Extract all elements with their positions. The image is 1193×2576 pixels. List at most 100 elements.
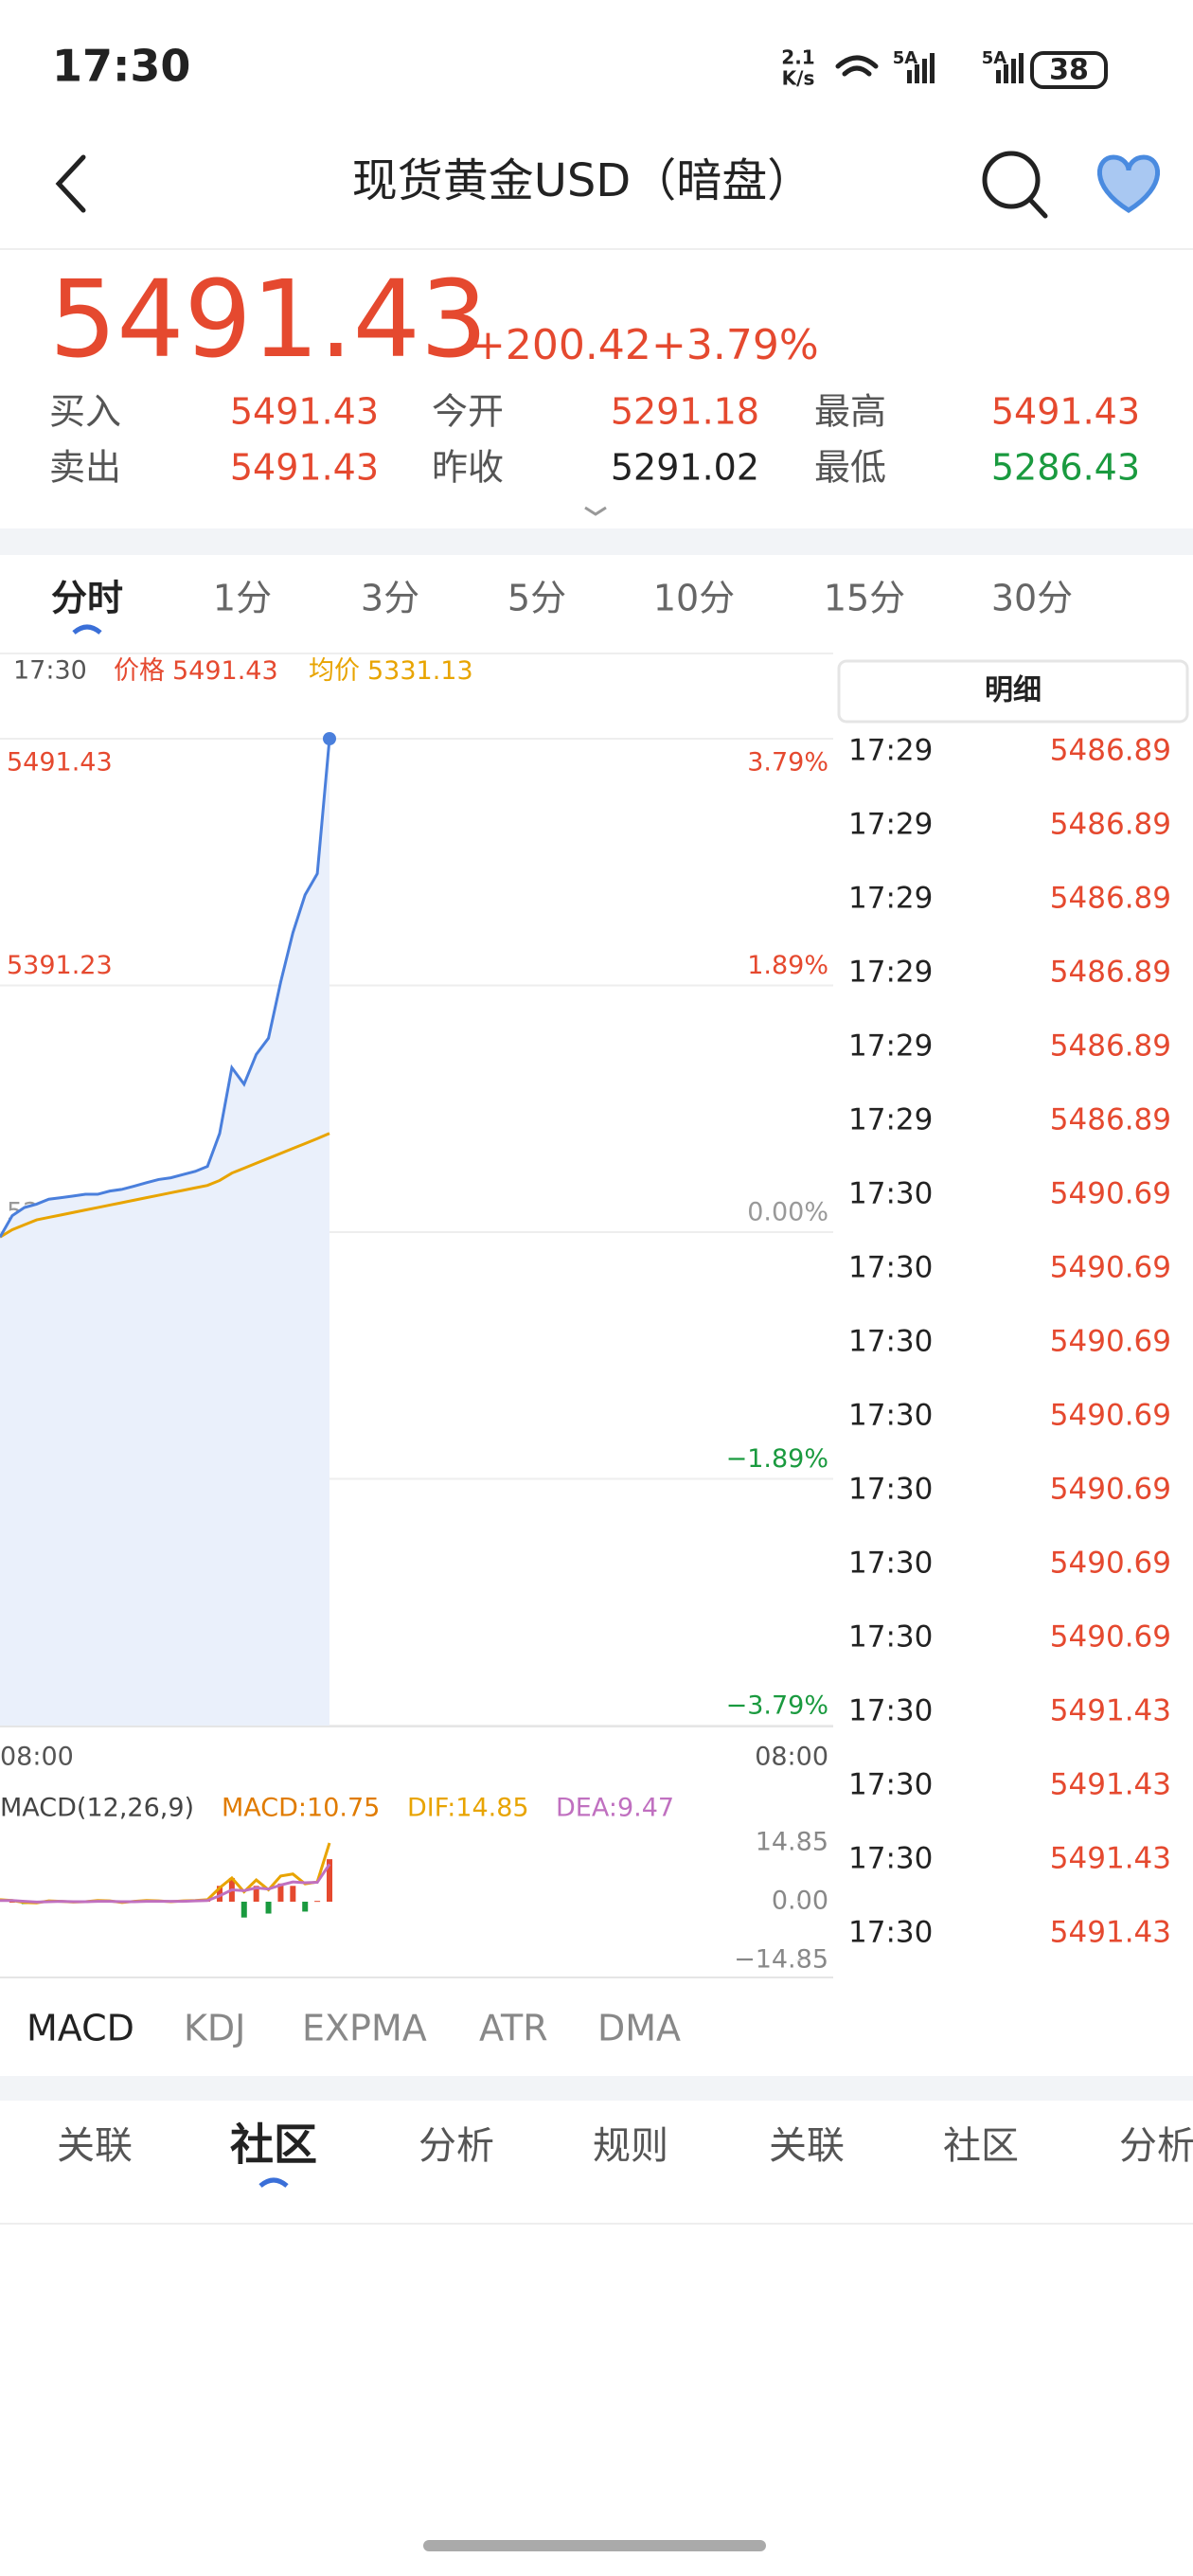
detail-time: 17:30 <box>848 1620 933 1655</box>
price-change: +200.42 <box>471 321 651 369</box>
detail-time: 17:30 <box>848 1842 933 1876</box>
period-tab[interactable]: 10分 <box>653 578 735 619</box>
separator-band <box>0 2076 1193 2101</box>
period-tab[interactable]: 5分 <box>507 578 566 619</box>
quote-label: 今开 <box>432 391 504 433</box>
detail-price: 5491.43 <box>1050 1768 1171 1802</box>
pct-tick-label: −1.89% <box>726 1444 828 1474</box>
detail-price: 5486.89 <box>1050 1103 1171 1137</box>
detail-price: 5486.89 <box>1050 882 1171 916</box>
detail-time: 17:30 <box>848 1251 933 1285</box>
bottom-tab[interactable]: 关联 <box>57 2124 133 2168</box>
detail-price: 5490.69 <box>1050 1399 1171 1433</box>
period-tab[interactable]: 15分 <box>824 578 905 619</box>
value: 5491.43 <box>172 656 278 686</box>
quote-label: 昨收 <box>432 447 504 489</box>
detail-time: 17:29 <box>848 1103 933 1137</box>
detail-price: 5486.89 <box>1050 808 1171 842</box>
detail-price: 5486.89 <box>1050 956 1171 990</box>
expand-chevron[interactable] <box>584 506 607 516</box>
macd-tick-label: 14.85 <box>756 1828 828 1857</box>
macd-bar <box>327 1859 332 1902</box>
period-tab[interactable]: 3分 <box>361 578 419 619</box>
quote-label: 最低 <box>814 447 886 489</box>
indicator-tab[interactable]: EXPMA <box>302 2008 427 2049</box>
pct-tick-label: 1.89% <box>747 951 828 980</box>
chart-price-info: 价格 5491.43 <box>114 656 278 686</box>
quote-value: 5291.18 <box>611 391 759 433</box>
value: 5331.13 <box>367 656 473 686</box>
macd-bar <box>290 1886 296 1902</box>
quote-value: 5491.43 <box>230 391 379 433</box>
label: 均价 <box>309 656 360 686</box>
indicator-tab[interactable]: KDJ <box>184 2008 245 2049</box>
back-button[interactable] <box>55 154 86 213</box>
status-time: 17:30 <box>52 41 190 92</box>
bottom-tab[interactable]: 关联 <box>769 2124 845 2168</box>
tab-indicator <box>72 624 102 635</box>
detail-price: 5486.89 <box>1050 734 1171 768</box>
detail-time: 17:30 <box>848 1473 933 1507</box>
indicator-tab[interactable]: DMA <box>597 2008 681 2049</box>
detail-time: 17:30 <box>848 1399 933 1433</box>
quote-label: 卖出 <box>49 447 121 489</box>
detail-time: 17:29 <box>848 1029 933 1064</box>
tab-indicator <box>258 2177 289 2188</box>
bottom-tab[interactable]: 规则 <box>593 2124 668 2168</box>
quote-value: 5491.43 <box>991 391 1140 433</box>
detail-price: 5491.43 <box>1050 1694 1171 1728</box>
period-tab[interactable]: 分时 <box>51 578 123 619</box>
macd-label: MACD:10.75 <box>222 1794 380 1823</box>
detail-time: 17:30 <box>848 1694 933 1728</box>
indicator-tab[interactable]: MACD <box>27 2008 134 2049</box>
bottom-tab[interactable]: 分析 <box>418 2124 494 2168</box>
detail-time: 17:29 <box>848 734 933 768</box>
pct-tick-label: 0.00% <box>747 1198 828 1227</box>
last-price-dot <box>323 732 336 745</box>
separator-band <box>0 528 1193 555</box>
macd-bar <box>265 1902 272 1914</box>
bottom-tab[interactable]: 分析 <box>1119 2124 1193 2168</box>
wifi-icon <box>835 55 879 77</box>
y-tick-label: 5391.23 <box>7 951 113 980</box>
period-tab[interactable]: 1分 <box>213 578 272 619</box>
search-button[interactable] <box>982 151 1048 219</box>
detail-time: 17:29 <box>848 882 933 916</box>
x-tick-label: 08:00 <box>0 1743 74 1772</box>
divider <box>0 653 833 654</box>
chart-time: 17:30 <box>13 656 87 686</box>
signal-bars <box>907 53 1024 83</box>
detail-time: 17:30 <box>848 1177 933 1211</box>
signal-label: 5A <box>982 48 1007 68</box>
detail-time: 17:29 <box>848 808 933 842</box>
bottom-tab[interactable]: 社区 <box>230 2120 317 2171</box>
quote-label: 最高 <box>814 391 886 433</box>
detail-time: 17:30 <box>848 1916 933 1950</box>
favorite-button[interactable] <box>1097 154 1160 213</box>
detail-price: 5491.43 <box>1050 1916 1171 1950</box>
quote-value: 5291.02 <box>611 447 759 489</box>
macd-bar <box>253 1886 259 1902</box>
indicator-tab[interactable]: ATR <box>479 2008 548 2049</box>
macd-bar <box>277 1883 284 1902</box>
icons <box>55 51 1160 219</box>
macd-title: MACD(12,26,9) <box>0 1794 194 1823</box>
divider <box>0 248 1193 250</box>
avg-line <box>0 1132 330 1239</box>
macd-tick-label: −14.85 <box>734 1945 828 1975</box>
detail-price: 5490.69 <box>1050 1177 1171 1211</box>
price-line <box>0 738 331 1238</box>
detail-header: 明细 <box>985 674 1042 707</box>
period-tab[interactable]: 30分 <box>991 578 1073 619</box>
net-speed: 2.1 <box>781 46 814 69</box>
macd-bar <box>9 1902 15 1903</box>
detail-time: 17:30 <box>848 1768 933 1802</box>
quote-value: 5491.43 <box>230 447 379 489</box>
pct-tick-label: 3.79% <box>747 748 828 778</box>
bottom-tab[interactable]: 社区 <box>943 2124 1019 2168</box>
detail-price: 5490.69 <box>1050 1547 1171 1581</box>
detail-price: 5491.43 <box>1050 1842 1171 1876</box>
page-title: 现货黄金USD（暗盘） <box>352 154 813 207</box>
quote-value: 5286.43 <box>991 447 1140 489</box>
